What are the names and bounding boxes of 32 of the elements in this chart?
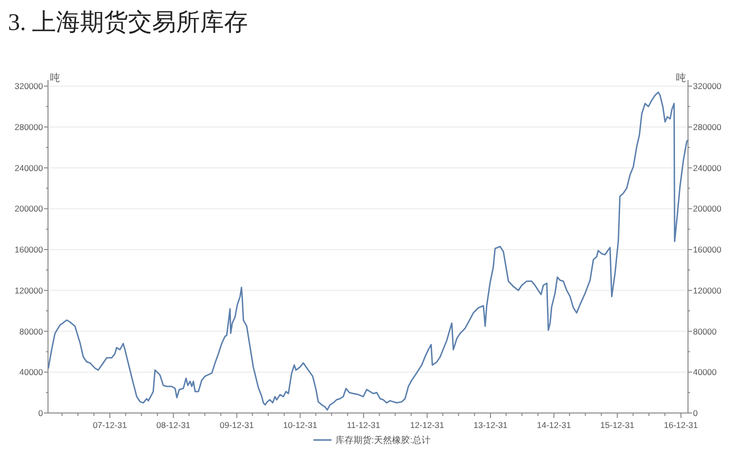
x-tick-label: 08-12-31 xyxy=(156,420,190,430)
y-tick-label: 280000 xyxy=(14,122,43,132)
ylabel: 吨 xyxy=(50,73,60,84)
y-tick-label: 160000 xyxy=(14,244,43,255)
y2-tick-label: 280000 xyxy=(693,122,722,132)
legend-text: 库存期货:天然橡胶:总计 xyxy=(336,435,430,445)
y2-tick-label: 320000 xyxy=(693,81,722,92)
y2-tick-label: 160000 xyxy=(693,244,722,255)
y-tick-label: 80000 xyxy=(19,326,43,336)
title: 3. 上海期货交易所库存 xyxy=(8,10,248,36)
y2-tick-label: 0 xyxy=(693,408,698,418)
y-tick-label: 0 xyxy=(38,408,43,418)
y2-tick-label: 80000 xyxy=(693,326,717,336)
x-tick-label: 07-12-31 xyxy=(92,420,127,430)
x-tick-label: 11-12-31 xyxy=(346,420,380,430)
y-tick-label: 120000 xyxy=(14,285,43,296)
y2-tick-label: 120000 xyxy=(693,285,722,296)
y2-tick-label: 240000 xyxy=(693,162,722,173)
x-tick-label: 12-12-31 xyxy=(410,420,444,430)
y2-tick-label: 40000 xyxy=(693,367,717,378)
y-tick-label: 240000 xyxy=(14,162,43,173)
x-tick-label: 10-12-31 xyxy=(283,420,318,430)
y2-tick-label: 200000 xyxy=(693,204,722,214)
x-tick-label: 13-12-31 xyxy=(474,420,508,430)
y-tick-label: 200000 xyxy=(14,204,43,214)
x-tick-label: 09-12-31 xyxy=(220,420,254,430)
y-tick-label: 320000 xyxy=(14,81,43,92)
x-tick-label: 15-12-31 xyxy=(600,420,634,430)
x-tick-label: 14-12-31 xyxy=(536,420,571,430)
y2label: 吨 xyxy=(676,73,686,84)
x-tick-label: 16-12-31 xyxy=(664,420,698,430)
y-tick-label: 40000 xyxy=(19,367,43,378)
